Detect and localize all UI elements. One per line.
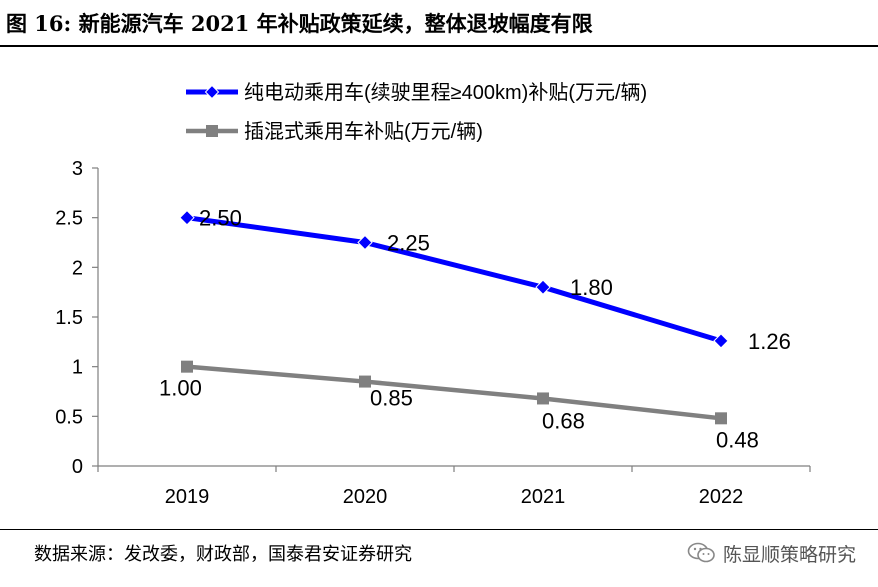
y-tick-label: 1.5	[55, 307, 83, 329]
series-line	[184, 364, 724, 421]
x-tick-label: 2019	[165, 486, 210, 508]
wechat-icon	[687, 542, 715, 563]
data-label: 2.50	[199, 206, 242, 231]
chart-axes: 0 0.5 1 1.5 2 2.5 3 2019 2020 2021 2022	[55, 158, 811, 508]
line-chart: 纯电动乘用车(续驶里程≥400km)补贴(万元/辆) 插混式乘用车补贴(万元/辆)…	[55, 81, 811, 508]
footer-rule	[0, 529, 878, 530]
x-tick-label: 2022	[699, 486, 744, 508]
data-label: 0.68	[542, 408, 585, 433]
data-source-note: 数据来源：发改委，财政部，国泰君安证券研究	[34, 544, 412, 565]
legend-marker-diamond	[204, 84, 220, 100]
y-tick-label: 1	[72, 357, 83, 379]
x-tick-label: 2020	[343, 486, 388, 508]
chart-series: 2.50 2.25 1.80 1.26 1.00 0.85 0.68 0.48	[159, 206, 791, 453]
data-label: 1.26	[748, 329, 791, 354]
y-tick-label: 0.5	[55, 406, 83, 428]
legend-item-0: 纯电动乘用车(续驶里程≥400km)补贴(万元/辆)	[186, 81, 647, 104]
data-point-square	[715, 412, 727, 425]
watermark: 陈显顺策略研究	[687, 540, 856, 566]
data-point-square	[181, 360, 193, 373]
figure-title: 图 16: 新能源汽车 2021 年补贴政策延续，整体退坡幅度有限	[6, 11, 593, 36]
legend-marker-square	[206, 125, 218, 137]
y-tick-label: 2.5	[55, 208, 83, 230]
data-label: 0.85	[370, 386, 413, 411]
data-point-diamond	[357, 234, 373, 251]
y-tick-label: 3	[72, 158, 83, 180]
data-point-diamond	[535, 279, 551, 295]
watermark-text: 陈显顺策略研究	[722, 543, 856, 566]
data-label: 1.00	[159, 376, 202, 401]
series-line	[184, 215, 724, 344]
data-label: 1.80	[570, 275, 613, 300]
legend-item-1: 插混式乘用车补贴(万元/辆)	[186, 120, 483, 143]
x-tick-label: 2021	[521, 486, 566, 508]
data-point-diamond	[179, 209, 195, 226]
legend-label: 插混式乘用车补贴(万元/辆)	[244, 120, 483, 143]
series-0: 2.50 2.25 1.80 1.26	[179, 206, 791, 354]
y-tick-label: 0	[72, 456, 83, 478]
data-point-square	[537, 392, 549, 405]
data-point-square	[359, 375, 371, 388]
chart-legend: 纯电动乘用车(续驶里程≥400km)补贴(万元/辆) 插混式乘用车补贴(万元/辆)	[186, 81, 647, 143]
data-label: 2.25	[387, 231, 430, 256]
title-rule	[0, 45, 878, 47]
data-label: 0.48	[716, 427, 759, 452]
legend-label: 纯电动乘用车(续驶里程≥400km)补贴(万元/辆)	[244, 81, 647, 104]
series-1: 1.00 0.85 0.68 0.48	[159, 360, 759, 452]
data-point-diamond	[713, 333, 729, 349]
y-tick-label: 2	[72, 257, 83, 279]
